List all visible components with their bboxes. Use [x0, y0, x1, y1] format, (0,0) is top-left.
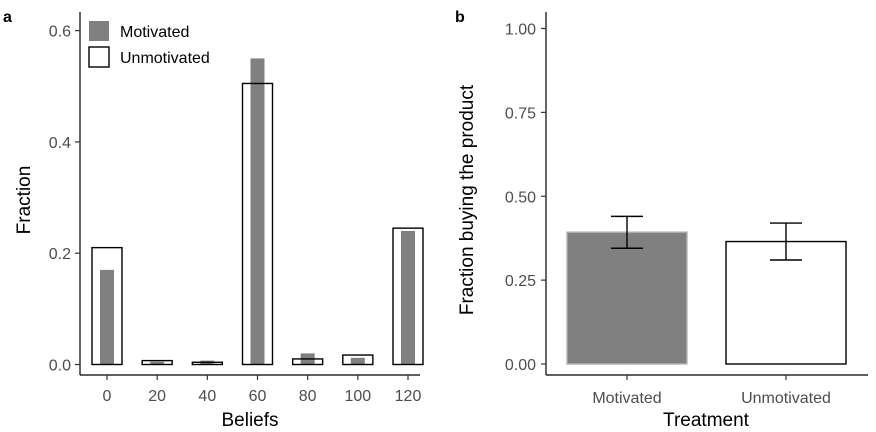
panel-a-x-axis-title: Beliefs [221, 410, 278, 431]
x-tick-label: 0 [103, 388, 112, 405]
bar-unmotivated [241, 82, 274, 366]
bar-unmotivated [91, 246, 123, 366]
bar-unmotivated [392, 227, 424, 366]
bar-unmotivated [141, 359, 173, 366]
bar-unmotivated [191, 361, 224, 366]
panel-a-legend: Motivated Unmotivated [88, 21, 210, 68]
bar [566, 231, 688, 365]
bar [725, 240, 847, 365]
panel-b-y-ticks: 0.00 0.25 0.50 0.75 1.00 [505, 22, 546, 374]
y-tick-label: 0.50 [505, 189, 536, 206]
bar-motivated [100, 269, 114, 365]
y-tick-label: 1.00 [505, 22, 536, 39]
bar-motivated [401, 230, 415, 365]
panel-a-bars [91, 58, 424, 366]
panel-b-error-bars [611, 215, 802, 261]
panel-a: a 0.0 0.2 0.4 0.6 0 20 40 60 80 100 120 Beliefs F… [3, 9, 424, 431]
panel-b-label: b [455, 9, 465, 26]
bar-unmotivated [342, 354, 374, 366]
legend-swatch-motivated [89, 21, 109, 41]
panel-a-label: a [3, 9, 12, 26]
x-tick-label: 40 [198, 388, 216, 405]
x-tick-label: 60 [249, 388, 267, 405]
panel-a-y-axis-title: Fraction [14, 166, 35, 235]
x-tick-label: 100 [344, 388, 371, 405]
y-tick-label: 0.75 [505, 105, 536, 122]
panel-b: b 0.00 0.25 0.50 0.75 1.00 Motivated Unmotiva… [455, 9, 868, 431]
y-tick-label: 0.00 [505, 357, 536, 374]
legend-label-motivated: Motivated [120, 24, 189, 41]
bar-unmotivated [291, 358, 324, 366]
panel-b-bars [566, 231, 847, 365]
y-tick-label: 0.6 [49, 24, 71, 41]
bar-motivated [150, 361, 165, 365]
panel-a-x-ticks: 0 20 40 60 80 100 120 [103, 375, 422, 405]
x-tick-label: 120 [395, 388, 422, 405]
y-tick-label: 0.2 [49, 246, 71, 263]
panel-a-y-ticks: 0.0 0.2 0.4 0.6 [49, 24, 80, 375]
x-tick-label: Motivated [592, 390, 661, 407]
y-tick-label: 0.4 [49, 135, 71, 152]
bar-motivated [350, 357, 365, 365]
x-tick-label: Unmotivated [741, 390, 831, 407]
panel-b-y-axis-title: Fraction buying the product [457, 84, 478, 315]
y-tick-label: 0.0 [49, 358, 71, 375]
legend-swatch-unmotivated [88, 46, 110, 68]
x-tick-label: 20 [148, 388, 166, 405]
panel-b-x-ticks: Motivated Unmotivated [592, 375, 831, 407]
legend-label-unmotivated: Unmotivated [120, 50, 210, 67]
panel-b-x-axis-title: Treatment [663, 410, 750, 431]
y-tick-label: 0.25 [505, 273, 536, 290]
bar-motivated [250, 58, 265, 365]
x-tick-label: 80 [299, 388, 317, 405]
